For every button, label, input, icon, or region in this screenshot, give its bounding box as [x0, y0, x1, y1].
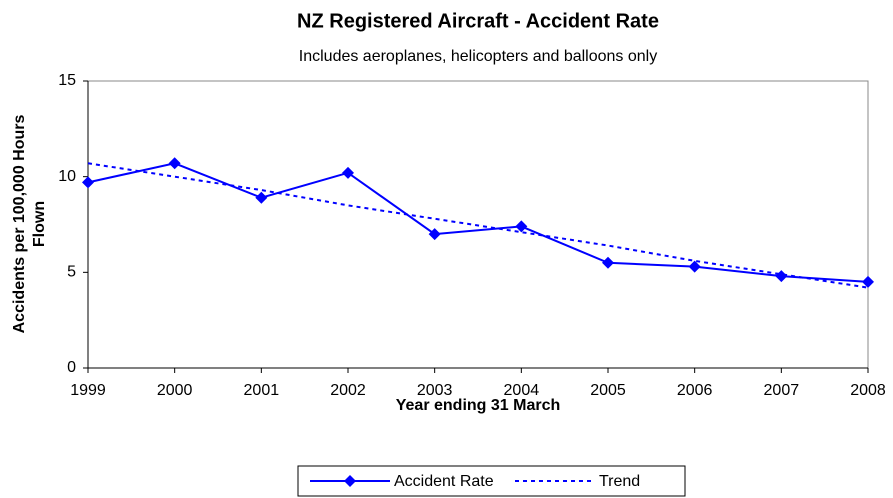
y-tick-label: 5 [67, 264, 76, 281]
y-axis-title: Flown [31, 201, 48, 247]
data-point [342, 166, 354, 179]
data-point [688, 260, 701, 273]
x-tick-label: 2006 [677, 382, 713, 399]
data-point [168, 157, 181, 170]
x-tick-label: 2008 [850, 382, 886, 399]
legend-marker [344, 475, 356, 487]
x-tick-label: 1999 [70, 382, 106, 399]
chart-title: NZ Registered Aircraft - Accident Rate [297, 10, 659, 32]
y-tick-label: 15 [58, 72, 76, 89]
data-point [602, 256, 614, 269]
data-point [515, 220, 528, 233]
series-line [87, 162, 869, 289]
chart-subtitle: Includes aeroplanes, helicopters and bal… [299, 48, 657, 65]
legend-label: Trend [599, 473, 640, 490]
y-tick-label: 10 [58, 168, 76, 185]
x-tick-label: 2000 [157, 382, 193, 399]
x-tick-label: 2004 [504, 382, 540, 399]
x-tick-label: 2005 [590, 382, 626, 399]
series-line [87, 162, 869, 283]
x-axis-title: Year ending 31 March [396, 397, 561, 414]
data-point [255, 191, 268, 204]
x-tick-label: 2003 [417, 382, 453, 399]
data-point [862, 275, 874, 288]
x-tick-label: 2002 [330, 382, 366, 399]
data-point [428, 228, 441, 241]
data-point [82, 176, 94, 189]
legend-label: Accident Rate [394, 473, 494, 490]
x-tick-label: 2007 [764, 382, 800, 399]
x-tick-label: 2001 [244, 382, 280, 399]
y-tick-label: 0 [67, 359, 76, 376]
y-axis-title: Accidents per 100,000 Hours [11, 115, 28, 334]
